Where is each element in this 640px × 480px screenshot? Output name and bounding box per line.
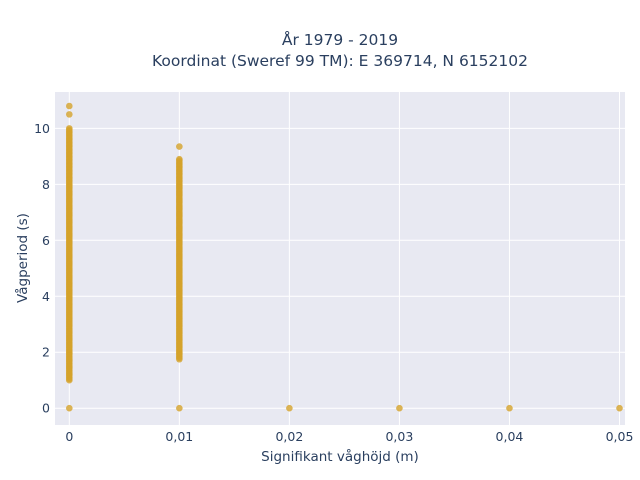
data-point — [66, 102, 73, 110]
data-point — [176, 143, 183, 150]
y-tick-label: 6 — [42, 233, 50, 248]
x-tick-label: 0 — [65, 429, 73, 444]
chart-title-line-2: Koordinat (Sweref 99 TM): E 369714, N 61… — [152, 52, 528, 70]
y-tick-label: 2 — [42, 345, 50, 360]
x-tick-label: 0,03 — [385, 429, 413, 444]
x-tick-label: 0,01 — [165, 429, 193, 444]
data-point — [176, 155, 183, 163]
y-tick-label: 10 — [34, 121, 50, 136]
y-tick-label: 8 — [42, 177, 50, 192]
scatter-points — [66, 102, 623, 412]
data-point — [66, 125, 73, 132]
x-axis-ticks: 0 0,01 0,02 0,03 0,04 0,05 — [65, 429, 633, 444]
x-tick-label: 0,04 — [496, 429, 524, 444]
data-point — [396, 404, 403, 412]
plot-area — [55, 92, 625, 425]
data-point — [66, 111, 73, 118]
data-point — [66, 404, 73, 412]
x-axis-title: Signifikant våghöjd (m) — [261, 448, 419, 465]
data-point — [506, 404, 513, 412]
data-point — [286, 404, 293, 412]
y-axis-ticks: 0 2 4 6 8 10 — [34, 121, 50, 416]
chart-title-line-1: År 1979 - 2019 — [282, 30, 398, 49]
y-tick-label: 0 — [42, 401, 50, 416]
y-axis-title: Vågperiod (s) — [14, 213, 31, 303]
data-point — [176, 355, 183, 363]
data-point — [616, 404, 623, 412]
y-tick-label: 4 — [42, 289, 50, 304]
data-point — [176, 404, 183, 412]
x-tick-label: 0,02 — [275, 429, 303, 444]
x-tick-label: 0,05 — [606, 429, 634, 444]
